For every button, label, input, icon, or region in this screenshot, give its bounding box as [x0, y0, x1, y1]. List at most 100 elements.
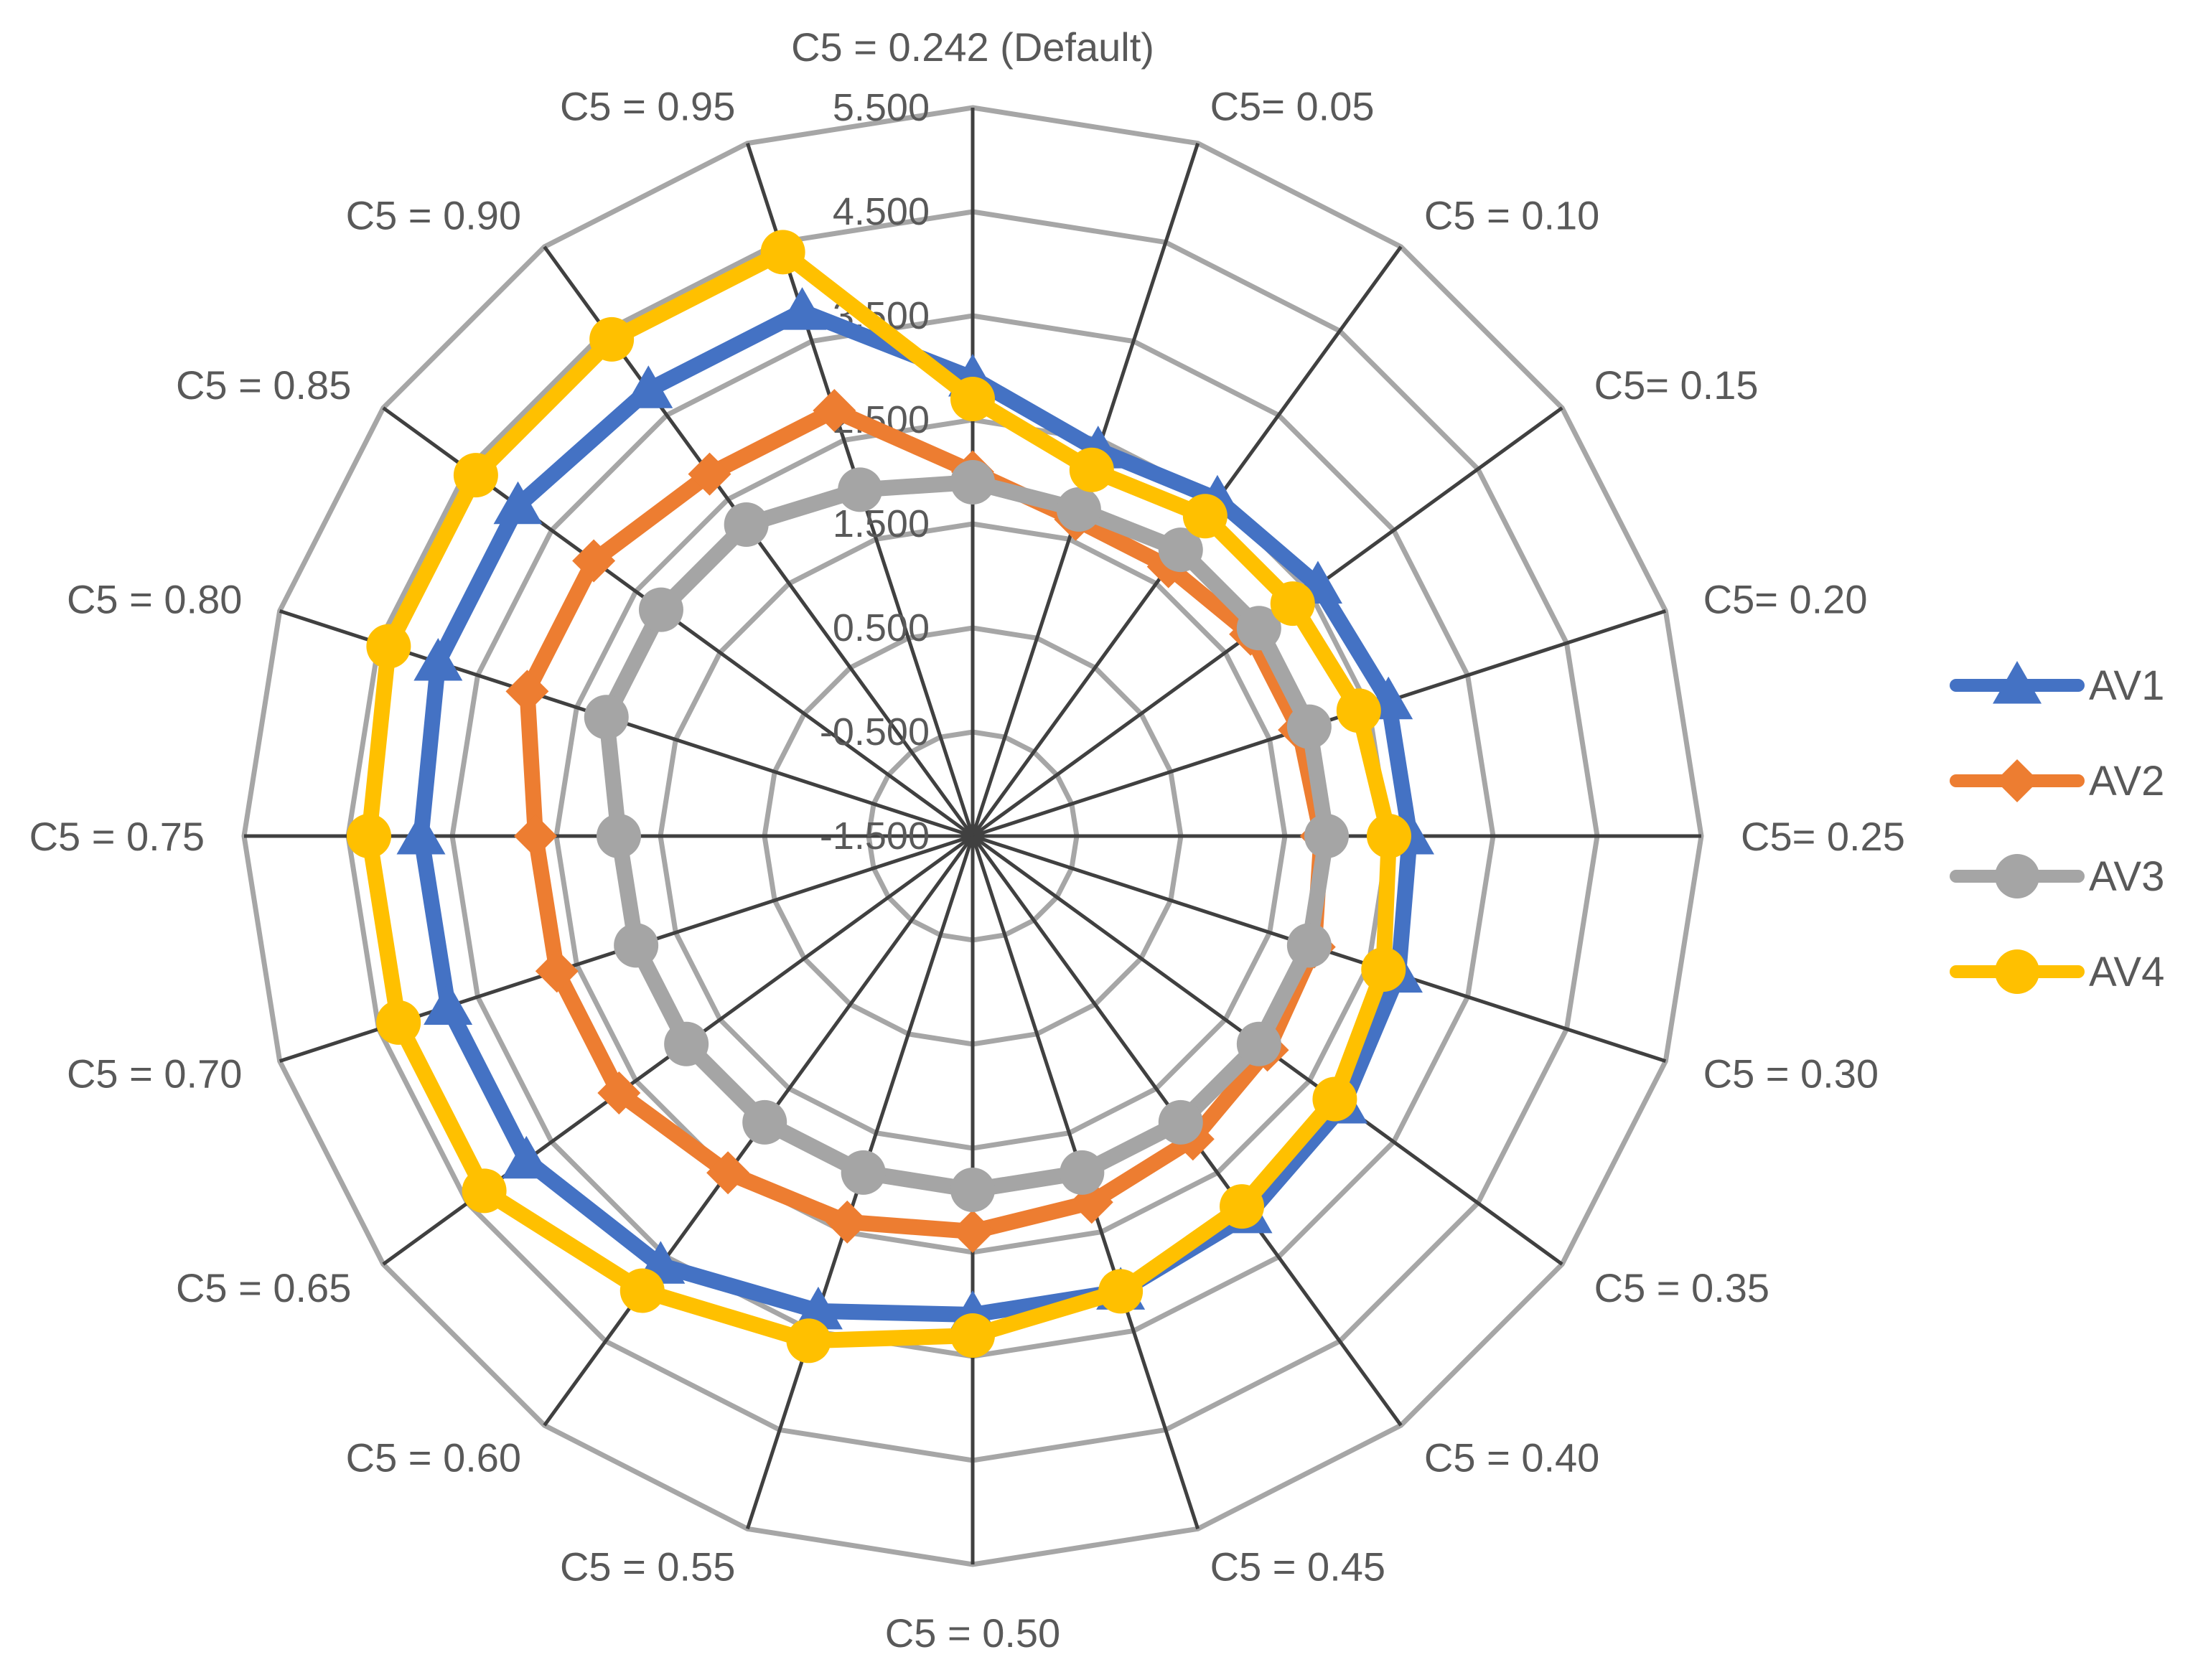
- circle-marker: [724, 502, 769, 547]
- category-label: C5 = 0.242 (Default): [791, 24, 1154, 70]
- circle-marker: [597, 814, 641, 858]
- category-label: C5 = 0.30: [1703, 1051, 1879, 1097]
- triangle-marker: [502, 1135, 551, 1179]
- legend-label: AV2: [2089, 758, 2164, 804]
- diamond-marker: [951, 1210, 994, 1253]
- circle-marker: [584, 695, 629, 740]
- legend-item-av3[interactable]: AV3: [1950, 853, 2164, 900]
- category-label: C5= 0.05: [1210, 83, 1375, 128]
- diamond-marker: [572, 539, 616, 583]
- circle-marker: [950, 1168, 995, 1212]
- diamond-marker: [597, 1071, 641, 1114]
- circle-marker: [1286, 704, 1332, 749]
- circle-marker: [1236, 606, 1281, 651]
- radial-tick-label: -1.500: [820, 815, 930, 858]
- circle-marker: [1361, 947, 1406, 992]
- triangle-marker: [1993, 661, 2042, 704]
- circle-marker: [1270, 581, 1315, 627]
- radial-tick-labels: -1.500-0.5000.5001.5002.5003.5004.5005.5…: [820, 86, 930, 858]
- category-label: C5 = 0.35: [1594, 1265, 1769, 1310]
- legend-label: AV4: [2089, 949, 2164, 995]
- category-label: C5 = 0.40: [1424, 1435, 1599, 1480]
- circle-marker: [1367, 814, 1411, 858]
- category-label: C5 = 0.65: [176, 1265, 351, 1310]
- legend-label: AV3: [2089, 853, 2164, 900]
- triangle-marker: [396, 812, 446, 855]
- circle-marker: [1182, 494, 1228, 539]
- series-av4: [347, 230, 1411, 1364]
- category-label: C5= 0.25: [1741, 814, 1905, 859]
- circle-marker: [614, 923, 659, 968]
- radial-tick-label: 4.500: [833, 190, 930, 233]
- circle-marker: [1158, 527, 1203, 573]
- circle-marker: [760, 230, 805, 275]
- circle-marker: [638, 587, 683, 632]
- circle-marker: [1995, 949, 2039, 994]
- data-series: [347, 230, 1434, 1364]
- circle-marker: [1060, 1150, 1105, 1195]
- diamond-marker: [706, 1151, 750, 1195]
- circle-marker: [347, 814, 391, 858]
- circle-marker: [453, 453, 498, 498]
- circle-marker: [1098, 1269, 1144, 1314]
- series-av3: [584, 460, 1349, 1212]
- category-label: C5= 0.20: [1703, 576, 1868, 621]
- circle-marker: [950, 460, 995, 505]
- radial-tick-label: -0.500: [820, 710, 930, 754]
- category-label: C5 = 0.60: [346, 1435, 521, 1480]
- category-label: C5 = 0.55: [560, 1544, 735, 1590]
- triangle-marker: [493, 481, 543, 525]
- circle-marker: [786, 1318, 831, 1364]
- category-label: C5 = 0.75: [29, 814, 205, 859]
- legend-item-av2[interactable]: AV2: [1950, 758, 2164, 804]
- radial-tick-label: 0.500: [833, 606, 930, 649]
- radial-tick-label: 1.500: [833, 502, 930, 545]
- category-label: C5 = 0.70: [67, 1051, 242, 1097]
- circle-marker: [1069, 447, 1114, 492]
- circle-marker: [1056, 487, 1101, 532]
- category-label: C5 = 0.10: [1424, 192, 1599, 238]
- triangle-marker: [413, 638, 463, 681]
- circle-marker: [1220, 1184, 1265, 1229]
- category-label: C5= 0.15: [1594, 362, 1759, 408]
- circle-marker: [376, 1000, 421, 1045]
- category-label: C5 = 0.85: [176, 362, 351, 408]
- triangle-marker: [624, 365, 673, 408]
- circle-marker: [1304, 814, 1349, 858]
- triangle-marker: [777, 287, 827, 330]
- category-label: C5 = 0.90: [346, 192, 521, 238]
- triangle-marker: [424, 982, 473, 1025]
- diamond-marker: [826, 1200, 869, 1244]
- diamond-marker: [813, 389, 856, 433]
- circle-marker: [950, 1313, 995, 1358]
- category-label: C5 = 0.95: [560, 83, 735, 128]
- circle-marker: [1336, 688, 1381, 733]
- circle-marker: [664, 1021, 709, 1066]
- legend-item-av1[interactable]: AV1: [1950, 661, 2164, 709]
- circle-marker: [589, 316, 635, 362]
- circle-marker: [462, 1168, 507, 1214]
- circle-marker: [366, 624, 411, 669]
- legend-label: AV1: [2089, 662, 2164, 709]
- legend: AV1 AV2 AV3 AV4: [1950, 661, 2164, 995]
- circle-marker: [1286, 923, 1332, 968]
- circle-marker: [619, 1268, 665, 1313]
- series-line: [413, 304, 1418, 1323]
- circle-marker: [841, 1150, 886, 1195]
- diamond-marker: [514, 815, 557, 858]
- category-label: C5 = 0.50: [885, 1610, 1060, 1656]
- circle-marker: [1995, 854, 2039, 898]
- category-label: C5 = 0.45: [1210, 1544, 1385, 1590]
- diamond-marker: [505, 670, 549, 713]
- category-labels: C5 = 0.242 (Default) C5= 0.05 C5 = 0.10 C5=…: [29, 24, 1905, 1656]
- circle-marker: [1236, 1021, 1281, 1066]
- radial-tick-label: 5.500: [833, 86, 930, 129]
- circle-marker: [1312, 1076, 1357, 1122]
- circle-marker: [742, 1099, 787, 1145]
- circle-marker: [1158, 1099, 1203, 1145]
- category-label: C5 = 0.80: [67, 576, 242, 621]
- diamond-marker: [535, 949, 579, 993]
- diamond-marker: [1996, 759, 2039, 802]
- legend-item-av4[interactable]: AV4: [1950, 949, 2164, 995]
